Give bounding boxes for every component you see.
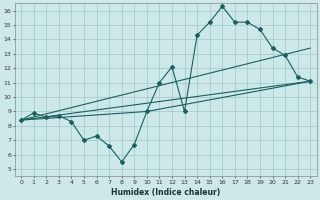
X-axis label: Humidex (Indice chaleur): Humidex (Indice chaleur) <box>111 188 220 197</box>
